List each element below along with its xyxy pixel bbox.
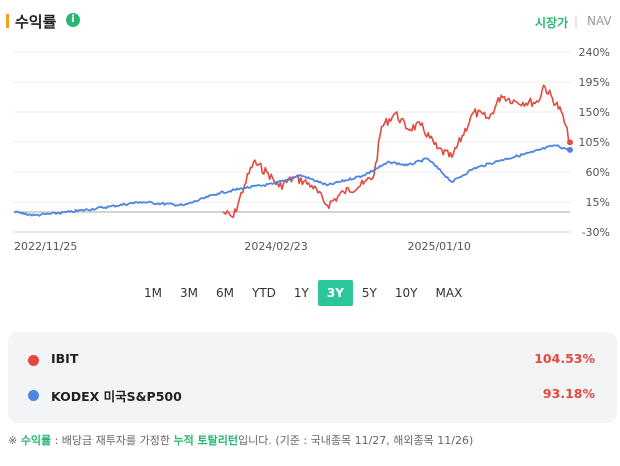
y-tick-label: 15% <box>586 196 610 209</box>
y-tick-label: 240% <box>579 46 610 59</box>
legend-name-kodex: KODEX 미국S&P500 <box>51 389 182 404</box>
y-tick-label: 195% <box>579 76 610 89</box>
x-tick-label: 2022/11/25 <box>14 240 77 253</box>
period-tab-ytd[interactable]: YTD <box>252 286 276 300</box>
y-axis: 240% 195% 150% 105% 60% 15% -30% <box>579 46 610 239</box>
return-chart: 240%195%150%105%60%15%-30% 2022/11/25 202… <box>13 46 610 253</box>
x-axis: 2022/11/25 2024/02/23 2025/01/10 <box>14 240 471 253</box>
y-tick-label: -30% <box>582 226 610 239</box>
y-tick-label: 105% <box>579 136 610 149</box>
period-tab-6m[interactable]: 6M <box>216 286 234 300</box>
legend-name-ibit: IBIT <box>51 351 79 366</box>
info-icon[interactable]: i <box>66 13 80 27</box>
legend-item-ibit: IBIT 104.53% <box>8 349 617 371</box>
legend-panel: IBIT 104.53% KODEX 미국S&P500 93.18% <box>8 332 617 423</box>
x-tick-label: 2024/02/23 <box>244 240 307 253</box>
x-tick-label: 2025/01/10 <box>407 240 470 253</box>
legend-value-kodex: 93.18% <box>542 386 595 401</box>
period-tab-1m[interactable]: 1M <box>144 286 162 300</box>
nav-toggle[interactable]: NAV <box>587 14 612 28</box>
toggle-separator: | <box>574 14 579 28</box>
chart-series <box>13 84 573 219</box>
footnote-term-return: 수익률 <box>20 434 52 447</box>
period-tab-3m[interactable]: 3M <box>180 286 198 300</box>
series-end-point-kodex <box>567 146 573 153</box>
legend-value-ibit: 104.53% <box>534 351 595 366</box>
period-selector: 1M 3M 6M YTD 1Y 3Y 5Y 10Y MAX <box>135 280 471 308</box>
y-tick-label: 60% <box>586 166 610 179</box>
page-title: 수익률 <box>15 13 57 31</box>
series-line-ibit <box>222 84 571 219</box>
period-tab-10y[interactable]: 10Y <box>394 286 418 300</box>
header: 수익률 i 시장가 | NAV <box>0 8 620 36</box>
y-tick-label: 150% <box>579 106 610 119</box>
period-tab-3y[interactable]: 3Y <box>317 280 353 306</box>
period-tab-5y[interactable]: 5Y <box>361 286 377 300</box>
market-price-toggle[interactable]: 시장가 <box>535 16 569 30</box>
legend-dot-kodex <box>28 390 39 401</box>
footnote-suffix: 입니다. (기준 : 국내종목 11/27, 해외종목 11/26) <box>238 434 474 447</box>
title-accent-bar <box>6 14 9 28</box>
legend-item-kodex: KODEX 미국S&P500 93.18% <box>8 384 617 406</box>
footnote-prefix: ※ <box>8 434 21 447</box>
period-tab-1y[interactable]: 1Y <box>293 286 309 300</box>
series-end-point-ibit <box>567 139 573 146</box>
chart-grid <box>14 51 570 233</box>
footnote-term-total-return: 누적 토탈리턴 <box>173 434 239 447</box>
footnote: ※ 수익률 : 배당금 재투자를 가정한 누적 토탈리턴입니다. (기준 : 국… <box>8 432 473 448</box>
series-line-kodex <box>13 144 571 217</box>
legend-dot-ibit <box>28 355 39 366</box>
footnote-mid: : 배당금 재투자를 가정한 <box>51 434 174 447</box>
period-tab-max[interactable]: MAX <box>435 286 463 300</box>
